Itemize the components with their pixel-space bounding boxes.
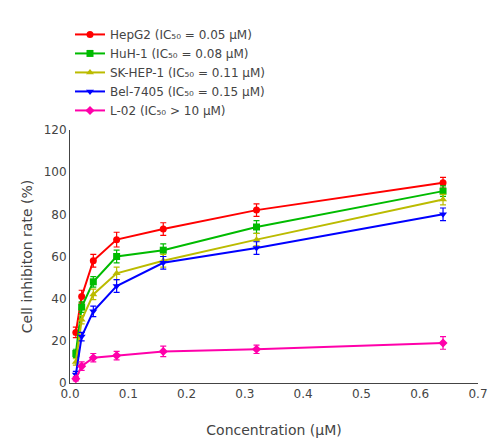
svg-text:Bel-7405 (IC₅₀ = 0.15 μM): Bel-7405 (IC₅₀ = 0.15 μM): [110, 85, 265, 99]
svg-text:40: 40: [51, 292, 66, 306]
svg-text:0.2: 0.2: [177, 387, 196, 401]
svg-text:80: 80: [51, 208, 66, 222]
svg-text:HepG2 (IC₅₀ = 0.05 μM): HepG2 (IC₅₀ = 0.05 μM): [110, 28, 252, 42]
svg-text:0.6: 0.6: [410, 387, 429, 401]
svg-text:0.4: 0.4: [294, 387, 313, 401]
svg-text:Cell inhibiton rate (%): Cell inhibiton rate (%): [19, 180, 35, 333]
svg-text:20: 20: [51, 334, 66, 348]
svg-text:0.5: 0.5: [352, 387, 371, 401]
svg-text:SK-HEP-1 (IC₅₀ = 0.11 μM): SK-HEP-1 (IC₅₀ = 0.11 μM): [110, 66, 265, 80]
svg-text:0.7: 0.7: [468, 387, 487, 401]
svg-text:0.3: 0.3: [235, 387, 254, 401]
svg-text:100: 100: [44, 165, 67, 179]
svg-text:L-02 (IC₅₀ > 10 μM): L-02 (IC₅₀ > 10 μM): [110, 104, 226, 118]
svg-text:0.0: 0.0: [60, 387, 79, 401]
svg-text:HuH-1 (IC₅₀ = 0.08 μM): HuH-1 (IC₅₀ = 0.08 μM): [110, 47, 249, 61]
svg-text:0: 0: [59, 376, 67, 390]
svg-text:Concentration (μM): Concentration (μM): [206, 422, 341, 438]
svg-text:120: 120: [44, 123, 67, 137]
svg-text:0.1: 0.1: [119, 387, 138, 401]
svg-text:60: 60: [51, 250, 66, 264]
